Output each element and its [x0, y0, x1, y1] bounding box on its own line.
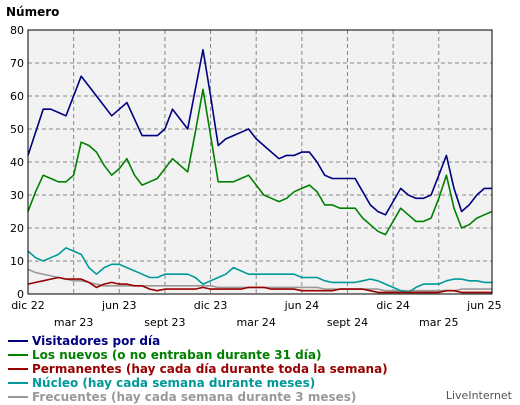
x-tick-label: mar 25 [419, 316, 458, 329]
series-line-1 [27, 48, 492, 216]
y-tick-label: 80 [10, 24, 24, 37]
x-tick-label: dic 23 [194, 299, 228, 312]
series-lines [27, 48, 493, 294]
series-line-3 [27, 276, 492, 294]
x-tick-label: mar 23 [54, 316, 93, 329]
plot-frame [27, 29, 493, 295]
y-tick-label: 60 [10, 90, 24, 103]
x-tick-label: jun 23 [101, 299, 137, 312]
x-tick-label: jun 25 [466, 299, 502, 312]
gridlines [28, 30, 492, 294]
y-axis-label: Número [6, 5, 59, 19]
y-tick-label: 10 [10, 255, 24, 268]
legend-label: Visitadores por día [32, 334, 160, 348]
y-tick-label: 40 [10, 156, 24, 169]
series-line-2 [27, 88, 493, 236]
watermark: LiveInternet [446, 389, 513, 402]
y-axis-ticks: 0 10 20 30 40 50 60 70 80 [10, 24, 24, 301]
legend-label: Frecuentes (hay cada semana durante 3 me… [32, 390, 356, 404]
series-line-4 [27, 247, 492, 294]
y-tick-label: 20 [10, 222, 24, 235]
legend-label: Los nuevos (o no entraban durante 31 día… [32, 348, 321, 362]
x-tick-label: sept 24 [327, 316, 368, 329]
y-tick-label: 70 [10, 57, 24, 70]
legend-label: Permanentes (hay cada día durante toda l… [32, 362, 388, 376]
y-tick-label: 0 [17, 288, 24, 301]
x-tick-label: sept 23 [144, 316, 185, 329]
x-tick-label: dic 24 [376, 299, 410, 312]
y-tick-label: 50 [10, 123, 24, 136]
x-axis-ticks: dic 22 mar 23 jun 23 sept 23 dic 23 mar 24 jun… [11, 299, 501, 329]
legend-label: Núcleo (hay cada semana durante meses) [32, 376, 315, 390]
x-tick-label: dic 22 [11, 299, 45, 312]
x-tick-label: mar 24 [236, 316, 275, 329]
y-tick-label: 30 [10, 189, 24, 202]
x-tick-label: jun 24 [284, 299, 320, 312]
